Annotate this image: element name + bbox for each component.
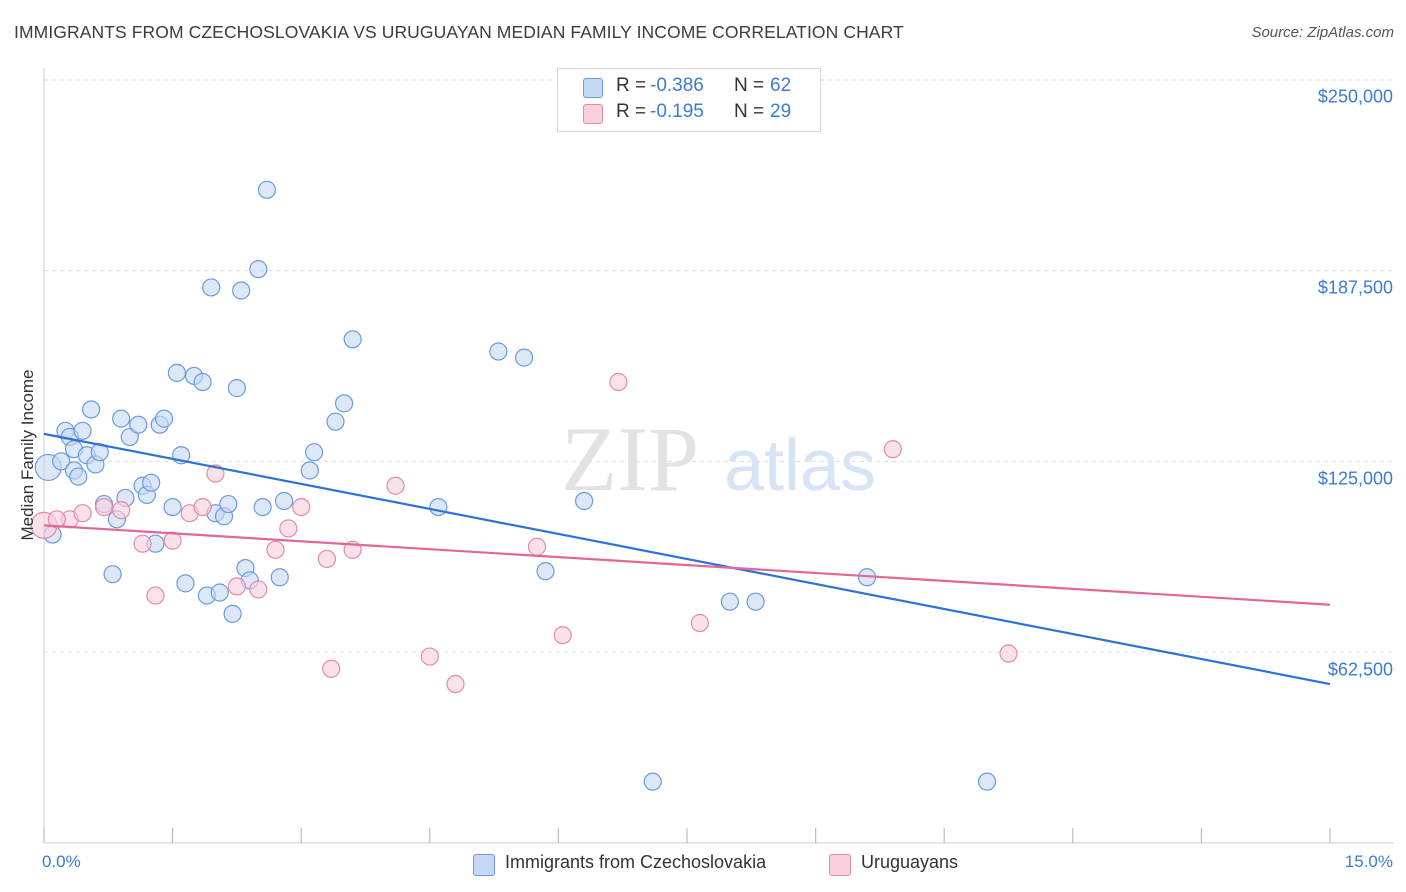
y-tick-label: $125,000	[1317, 468, 1393, 489]
data-point-uruguayans	[266, 540, 285, 559]
data-point-uruguayans	[193, 497, 212, 517]
data-point-czechoslovakia	[515, 348, 534, 367]
data-point-uruguayans	[317, 549, 337, 569]
data-point-uruguayans	[94, 497, 114, 517]
data-point-czechoslovakia	[326, 412, 345, 431]
bottom-legend-label: Immigrants from Czechoslovakia	[505, 852, 767, 872]
axis-layer	[43, 68, 1394, 844]
data-point-czechoslovakia	[223, 604, 242, 623]
data-point-czechoslovakia	[202, 278, 221, 297]
data-point-czechoslovakia	[720, 592, 739, 611]
chart-title: IMMIGRANTS FROM CZECHOSLOVAKIA VS URUGUA…	[14, 22, 904, 42]
data-point-czechoslovakia	[73, 421, 92, 440]
data-point-uruguayans	[249, 580, 268, 599]
y-tick-label: $250,000	[1317, 86, 1393, 107]
y-tick-label: $187,500	[1317, 277, 1393, 298]
chart-source: Source: ZipAtlas.com	[1251, 24, 1394, 41]
legend-n-label: N =	[734, 101, 765, 122]
data-point-czechoslovakia	[304, 443, 324, 462]
data-point-uruguayans	[883, 440, 902, 459]
data-point-czechoslovakia	[219, 494, 238, 514]
data-point-czechoslovakia	[163, 497, 182, 517]
data-point-czechoslovakia	[575, 491, 594, 511]
data-point-uruguayans	[527, 537, 547, 556]
data-point-uruguayans	[553, 626, 572, 645]
data-point-uruguayans	[279, 519, 298, 538]
data-point-czechoslovakia	[270, 568, 289, 587]
data-point-czechoslovakia	[227, 379, 246, 398]
data-point-czechoslovakia	[257, 180, 277, 199]
x-tick-label-min: 0.0%	[42, 852, 81, 871]
data-point-uruguayans	[999, 644, 1018, 663]
data-point-czechoslovakia	[249, 260, 268, 279]
data-point-uruguayans	[446, 674, 465, 694]
data-point-uruguayans	[386, 476, 405, 495]
data-point-uruguayans	[206, 464, 225, 483]
data-point-czechoslovakia	[746, 592, 765, 611]
data-point-czechoslovakia	[210, 583, 229, 602]
data-point-uruguayans	[163, 531, 182, 550]
data-point-czechoslovakia	[176, 574, 195, 593]
bottom-legend-swatch-pink	[829, 854, 851, 876]
watermark-atlas: atlas	[724, 426, 876, 506]
watermark: ZIP atlas	[561, 408, 876, 510]
data-point-czechoslovakia	[232, 281, 251, 300]
data-point-czechoslovakia	[112, 409, 131, 428]
data-point-uruguayans	[73, 504, 92, 523]
x-tick-label-max: 15.0%	[1344, 852, 1393, 871]
data-point-uruguayans	[47, 510, 66, 529]
data-point-uruguayans	[420, 647, 439, 666]
data-point-uruguayans	[146, 586, 165, 605]
data-point-czechoslovakia	[536, 562, 555, 581]
data-point-uruguayans	[609, 372, 628, 392]
data-point-czechoslovakia	[334, 394, 354, 413]
data-point-czechoslovakia	[154, 409, 174, 428]
legend-row-series1: R = -0.386 N = 62	[558, 75, 820, 101]
data-point-czechoslovakia	[52, 452, 71, 471]
data-point-czechoslovakia	[300, 461, 319, 480]
data-point-czechoslovakia	[343, 330, 362, 349]
legend-r-value: -0.195	[650, 101, 704, 122]
legend-row-series2: R = -0.195 N = 29	[558, 101, 820, 127]
data-point-czechoslovakia	[69, 467, 88, 486]
data-point-czechoslovakia	[489, 342, 508, 361]
legend-r-value: -0.386	[650, 75, 704, 96]
trend-line-czechoslovakia	[43, 432, 1331, 686]
data-point-czechoslovakia	[82, 400, 101, 419]
legend-n-value: 62	[770, 75, 792, 96]
data-point-uruguayans	[133, 534, 152, 553]
data-point-czechoslovakia	[129, 415, 148, 434]
data-point-uruguayans	[112, 501, 131, 520]
points-layer	[30, 180, 1018, 791]
trend-line-uruguayans	[43, 524, 1331, 606]
legend-swatch-pink	[583, 104, 603, 124]
y-tick-label: $62,500	[1327, 659, 1393, 680]
legend-swatch-blue	[583, 78, 603, 98]
data-point-uruguayans	[292, 497, 311, 517]
data-point-czechoslovakia	[103, 565, 122, 584]
data-point-czechoslovakia	[167, 363, 186, 382]
legend-r-label: R =	[616, 101, 647, 122]
legend-r-label: R =	[616, 75, 647, 96]
bottom-legend-swatch-blue	[473, 854, 495, 876]
trend-layer	[43, 432, 1331, 686]
data-point-uruguayans	[690, 613, 709, 633]
data-point-czechoslovakia	[643, 772, 662, 791]
y-axis-label: Median Family Income	[18, 369, 37, 541]
data-point-czechoslovakia	[977, 772, 997, 791]
data-point-czechoslovakia	[253, 497, 272, 517]
legend-n-value: 29	[770, 101, 792, 122]
stats-legend: R = -0.386 N = 62 R = -0.195 N = 29	[557, 68, 821, 132]
data-point-uruguayans	[227, 577, 246, 596]
data-point-czechoslovakia	[193, 372, 212, 392]
data-point-uruguayans	[322, 659, 341, 678]
legend-n-label: N =	[734, 75, 765, 96]
data-point-czechoslovakia	[429, 497, 448, 517]
data-point-czechoslovakia	[142, 473, 161, 492]
bottom-legend-label: Uruguayans	[861, 852, 959, 872]
data-point-czechoslovakia	[274, 491, 294, 511]
